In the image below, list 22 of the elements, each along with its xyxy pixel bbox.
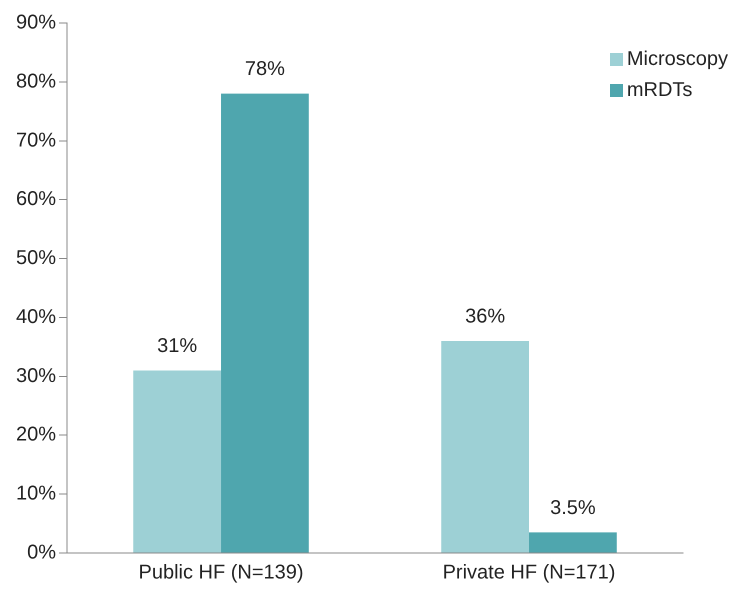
y-tick-label: 50% xyxy=(16,247,56,270)
y-tick-label: 0% xyxy=(27,542,56,564)
y-tick-label: 80% xyxy=(16,70,56,92)
legend-label: Microscopy xyxy=(626,48,728,71)
y-tick-label: 90% xyxy=(16,12,56,34)
data-label: 3.5% xyxy=(550,496,596,519)
data-label: 31% xyxy=(157,334,198,357)
y-tick-label: 10% xyxy=(16,482,56,505)
bar xyxy=(133,370,222,552)
y-tick-label: 20% xyxy=(16,424,56,446)
bar xyxy=(441,341,530,552)
y-tick-label: 40% xyxy=(16,306,56,328)
bar xyxy=(221,94,309,552)
bar xyxy=(529,532,617,552)
y-tick-label: 60% xyxy=(16,188,56,210)
y-tick-label: 30% xyxy=(16,364,56,387)
data-label: 36% xyxy=(465,306,506,328)
data-label: 78% xyxy=(244,58,286,80)
x-tick-label: Public HF (N=139) xyxy=(138,562,304,584)
y-tick-label: 70% xyxy=(16,129,56,152)
legend-label: mRDTs xyxy=(626,79,692,102)
x-tick-label: Private HF (N=171) xyxy=(442,562,616,584)
